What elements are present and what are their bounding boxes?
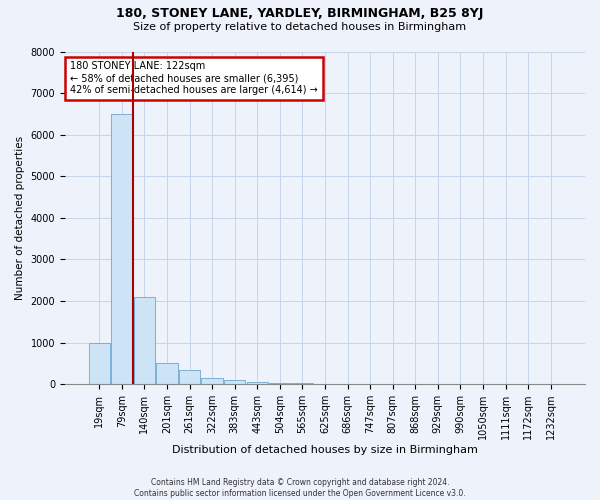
Y-axis label: Number of detached properties: Number of detached properties [15, 136, 25, 300]
Text: Contains HM Land Registry data © Crown copyright and database right 2024.
Contai: Contains HM Land Registry data © Crown c… [134, 478, 466, 498]
X-axis label: Distribution of detached houses by size in Birmingham: Distribution of detached houses by size … [172, 445, 478, 455]
Text: Size of property relative to detached houses in Birmingham: Size of property relative to detached ho… [133, 22, 467, 32]
Bar [292, 383, 313, 384]
Bar [224, 380, 245, 384]
Bar [134, 297, 155, 384]
Text: 180, STONEY LANE, YARDLEY, BIRMINGHAM, B25 8YJ: 180, STONEY LANE, YARDLEY, BIRMINGHAM, B… [116, 8, 484, 20]
Bar [269, 382, 290, 384]
Bar [202, 378, 223, 384]
Bar [179, 370, 200, 384]
Bar [111, 114, 133, 384]
Bar [247, 382, 268, 384]
Text: 180 STONEY LANE: 122sqm
← 58% of detached houses are smaller (6,395)
42% of semi: 180 STONEY LANE: 122sqm ← 58% of detache… [70, 62, 318, 94]
Bar [89, 342, 110, 384]
Bar [156, 364, 178, 384]
